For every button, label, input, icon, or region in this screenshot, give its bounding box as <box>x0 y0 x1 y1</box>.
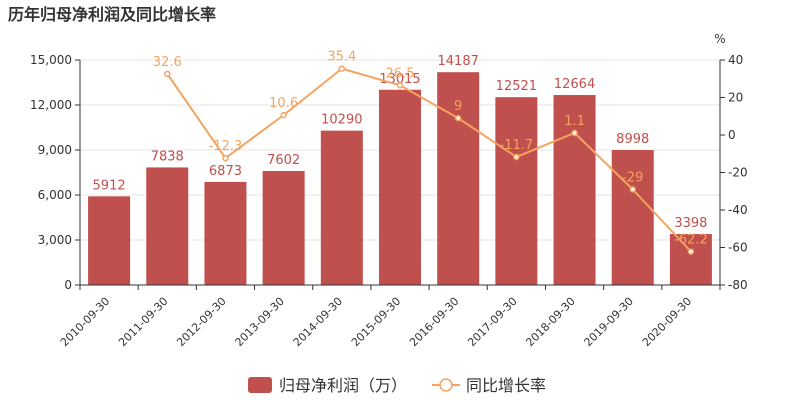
legend-bar-label: 归母净利润（万） <box>279 376 407 395</box>
bar <box>88 196 131 285</box>
growth-line: 32.6 -12.3 10.6 35.4 26.5 9 -11.7 1.1 -29 -62.2 <box>153 50 708 255</box>
right-axis-tick-label: -60 <box>728 241 748 255</box>
right-axis-unit: % <box>714 32 725 46</box>
bar-value-label: 7602 <box>267 153 300 168</box>
bar <box>379 89 421 286</box>
growth-point <box>396 82 404 89</box>
bar-value-label: 7838 <box>151 149 184 164</box>
bar <box>553 95 596 285</box>
x-axis-tick-label: 2010-09-30 <box>58 295 112 349</box>
right-axis-tick-label: 20 <box>728 91 743 105</box>
bar-value-label: 12521 <box>496 79 537 94</box>
left-axis-tick-label: 9,000 <box>38 143 72 157</box>
growth-line-path <box>166 67 692 253</box>
x-axis-tick-label: 2018-09-30 <box>523 295 577 349</box>
left-axis-tick-label: 12,000 <box>30 98 72 112</box>
bar <box>146 167 189 285</box>
growth-value-label: 9 <box>454 99 462 114</box>
legend[interactable]: 归母净利润（万） 同比增长率 <box>248 376 546 395</box>
bar <box>495 97 538 285</box>
right-axis-tick-label: 40 <box>728 53 743 67</box>
growth-value-label: 32.6 <box>153 55 182 70</box>
bar-value-label: 8998 <box>616 132 649 147</box>
growth-point <box>222 154 229 162</box>
growth-value-label: -62.2 <box>674 233 708 248</box>
bar <box>320 130 363 285</box>
growth-value-label: 26.5 <box>386 66 415 81</box>
bar <box>262 170 305 285</box>
right-axis-tick-label: -20 <box>728 166 748 180</box>
x-axis-tick-label: 2020-09-30 <box>640 295 694 349</box>
left-axis-tick-label: 15,000 <box>30 53 72 67</box>
x-axis-tick-label: 2011-09-30 <box>116 295 170 349</box>
growth-value-label: -12.3 <box>209 139 243 154</box>
x-axis-tick-label: 2012-09-30 <box>174 295 228 349</box>
growth-point <box>629 186 636 193</box>
bar <box>669 234 712 285</box>
bar-value-label: 6873 <box>209 164 242 179</box>
bar-value-label: 10290 <box>321 113 362 128</box>
x-axis-tick-label: 2016-09-30 <box>407 295 461 349</box>
x-axis-tick-label: 2013-09-30 <box>233 295 287 349</box>
right-axis-tick-label: 0 <box>728 128 736 142</box>
left-axis-tick-label: 6,000 <box>38 188 72 202</box>
growth-point <box>571 129 578 137</box>
growth-value-label: -11.7 <box>500 138 534 153</box>
left-axis-tick-label: 0 <box>64 278 72 292</box>
growth-value-label: 35.4 <box>327 50 356 65</box>
bar-value-label: 12664 <box>554 77 595 92</box>
growth-point <box>513 153 520 161</box>
legend-line-label: 同比增长率 <box>466 376 546 395</box>
x-axis-tick-label: 2019-09-30 <box>582 295 636 349</box>
growth-value-label: 1.1 <box>564 114 585 129</box>
bar <box>437 72 480 285</box>
growth-value-label: 10.6 <box>269 96 298 111</box>
chart-title: 历年归母净利润及同比增长率 <box>8 5 216 24</box>
growth-point <box>687 248 695 255</box>
growth-point <box>454 114 462 122</box>
right-axis-tick-label: -40 <box>728 203 748 217</box>
growth-point <box>164 70 171 78</box>
legend-bar-swatch <box>248 377 272 393</box>
bar-value-label: 3398 <box>674 216 707 231</box>
x-axis-tick-label: 2014-09-30 <box>291 295 345 349</box>
bar-value-label: 5912 <box>93 178 126 193</box>
left-axis-tick-label: 3,000 <box>38 233 72 247</box>
bar <box>611 150 654 285</box>
growth-point <box>280 111 287 119</box>
right-axis-tick-label: -80 <box>728 278 748 292</box>
legend-line-marker <box>439 378 453 392</box>
x-axis-tick-label: 2015-09-30 <box>349 295 403 349</box>
growth-point <box>338 65 346 72</box>
growth-value-label: -29 <box>622 170 643 185</box>
x-axis-tick-label: 2017-09-30 <box>465 295 519 349</box>
bar-value-label: 14187 <box>438 54 479 69</box>
bar <box>204 181 247 285</box>
